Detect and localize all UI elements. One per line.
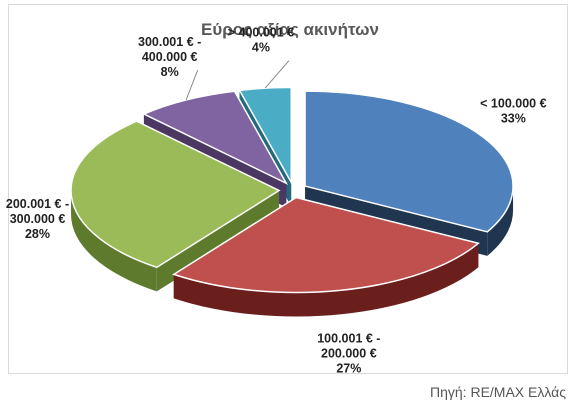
leader-line-3: [185, 70, 199, 101]
slice-label-2: 200.001 € -300.000 €28%: [6, 197, 69, 241]
slice-2: [70, 120, 281, 269]
slice-label-line-3-0: 300.001 € -: [138, 35, 201, 49]
slice-label-0: < 100.000 €33%: [480, 97, 546, 126]
slice-percent-3: 8%: [161, 65, 179, 79]
slice-1: [172, 196, 480, 294]
slice-3: [142, 90, 289, 185]
slice-percent-1: 27%: [336, 361, 361, 375]
slice-label-line-1-1: 200.000 €: [321, 346, 377, 360]
leader-line-4: [264, 60, 290, 89]
slice-label-line-2-1: 300.000 €: [10, 212, 66, 226]
slice-label-1: 100.001 € -200.000 €27%: [317, 331, 380, 375]
slice-label-line-4-0: > 400.001 €: [228, 26, 294, 40]
chart-title: Εύρος αξίας ακινήτων: [201, 20, 379, 39]
slice-label-3: 300.001 € -400.000 €8%: [138, 35, 201, 79]
slice-labels: < 100.000 €33%100.001 € -200.000 €27%200…: [6, 26, 547, 376]
slice-4: [238, 86, 292, 186]
slice-side-0: [487, 186, 514, 256]
slice-0: [304, 90, 514, 233]
slice-percent-4: 4%: [252, 41, 270, 55]
source-note: Πηγή: RE/MAX Ελλάς: [430, 384, 566, 400]
slice-percent-2: 28%: [25, 227, 50, 241]
slice-percent-0: 33%: [501, 112, 526, 126]
slice-label-line-3-1: 400.000 €: [142, 50, 198, 64]
slice-label-4: > 400.001 €4%: [228, 26, 294, 55]
leader-lines: [185, 60, 290, 101]
pie-tops: [70, 86, 514, 294]
slice-label-line-0-0: < 100.000 €: [480, 97, 546, 111]
slice-label-line-1-0: 100.001 € -: [317, 331, 380, 345]
slice-label-line-2-0: 200.001 € -: [6, 197, 69, 211]
slice-side-2: [71, 190, 157, 292]
slice-side-1: [173, 243, 479, 317]
